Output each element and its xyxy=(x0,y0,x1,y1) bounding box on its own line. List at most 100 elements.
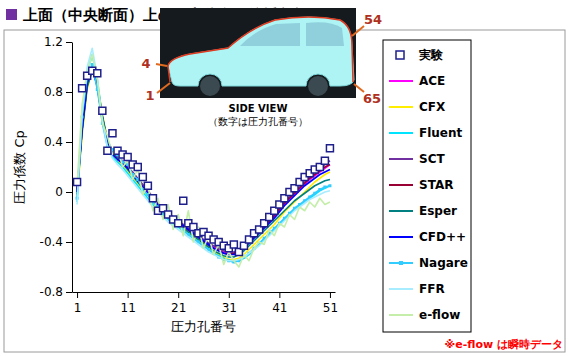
legend-label: Esper xyxy=(419,204,457,218)
car-wheel xyxy=(308,76,328,96)
marker xyxy=(144,182,151,189)
y-tick: -0.8 xyxy=(40,285,72,299)
marker xyxy=(124,154,131,161)
legend-swatch xyxy=(389,288,413,290)
car-window xyxy=(306,22,344,46)
marker xyxy=(139,174,146,181)
x-tick-label: 51 xyxy=(323,301,338,315)
marker xyxy=(180,197,187,204)
marker xyxy=(175,220,182,227)
legend-swatch xyxy=(389,184,413,186)
marker xyxy=(109,130,116,137)
legend-swatch xyxy=(389,262,413,264)
y-tick-mark xyxy=(66,192,72,193)
x-tick: 1 xyxy=(74,292,82,315)
x-tick-mark xyxy=(279,292,280,298)
legend-swatch xyxy=(396,51,404,59)
marker xyxy=(74,179,81,186)
y-tick-label: 1.2 xyxy=(44,35,63,49)
measure-line xyxy=(168,17,353,82)
legend-box xyxy=(383,40,471,332)
car-wheel xyxy=(200,76,220,96)
y-tick-label: -0.8 xyxy=(40,285,63,299)
y-tick: 0.4 xyxy=(44,135,72,149)
chart: 上面（中央断面）上の圧力分布（偏揺角無し）-0.8-0.400.40.81.21… xyxy=(0,0,569,356)
legend-label: FFR xyxy=(419,282,445,296)
x-tick-mark xyxy=(77,292,78,298)
y-tick-mark xyxy=(66,242,72,243)
x-tick-mark xyxy=(229,292,230,298)
x-tick-mark xyxy=(128,292,129,298)
car-body xyxy=(168,17,354,86)
x-axis-line xyxy=(73,292,336,293)
inset-background xyxy=(160,8,356,98)
y-tick-label: 0.4 xyxy=(44,135,63,149)
legend-swatch xyxy=(389,210,413,212)
annotation: SIDE VIEW xyxy=(229,103,288,114)
y-tick: -0.4 xyxy=(40,235,72,249)
annotation: 65 xyxy=(363,91,381,106)
marker xyxy=(326,145,333,152)
series-line xyxy=(77,71,330,257)
pointer xyxy=(157,83,170,93)
y-axis-line xyxy=(72,43,73,293)
car-window xyxy=(240,23,300,46)
marker xyxy=(104,147,111,154)
legend-swatch xyxy=(389,132,413,134)
y-tick: 1.2 xyxy=(44,35,72,49)
y-tick-label: 0.8 xyxy=(44,85,63,99)
legend-label: STAR xyxy=(419,178,453,192)
marker xyxy=(99,107,106,114)
legend-label: CFX xyxy=(419,100,446,114)
marker xyxy=(134,164,141,171)
y-tick: 0 xyxy=(55,185,72,199)
x-axis: 11121314151 xyxy=(73,292,339,315)
x-tick: 31 xyxy=(222,292,237,315)
y-tick: 0.8 xyxy=(44,85,72,99)
legend-label: e-flow xyxy=(419,308,460,322)
marker xyxy=(323,186,326,189)
inset xyxy=(156,8,364,98)
legend-swatch xyxy=(389,106,413,108)
legend-label: ACE xyxy=(419,74,445,88)
marker xyxy=(308,196,311,199)
y-tick-label: -0.4 xyxy=(40,235,63,249)
y-tick-mark xyxy=(66,142,72,143)
annotation: 4 xyxy=(141,56,150,71)
x-tick-label: 11 xyxy=(120,301,135,315)
legend-label: CFD++ xyxy=(419,230,466,244)
marker xyxy=(230,241,237,248)
marker xyxy=(94,70,101,77)
x-tick-label: 31 xyxy=(222,301,237,315)
annotation: 1 xyxy=(145,88,154,103)
x-tick-mark xyxy=(178,292,179,298)
legend-swatch xyxy=(389,80,413,82)
marker xyxy=(79,85,86,92)
legend: 実験ACECFXFluentSCTSTAREsperCFD++NagareFFR… xyxy=(383,40,471,332)
title-bullet xyxy=(6,9,17,20)
annotation: ※e-flow は瞬時データ xyxy=(445,338,563,351)
marker xyxy=(328,184,331,187)
annotation: （数字は圧力孔番号） xyxy=(208,116,308,127)
x-tick-label: 1 xyxy=(74,301,82,315)
legend-label: Nagare xyxy=(419,256,468,270)
legend-label: Fluent xyxy=(419,126,463,140)
x-axis-title: 圧力孔番号 xyxy=(171,319,236,334)
x-tick-label: 41 xyxy=(272,301,287,315)
marker xyxy=(149,195,156,202)
legend-swatch xyxy=(389,236,413,238)
x-tick: 41 xyxy=(272,292,287,315)
marker xyxy=(318,188,321,191)
legend-label: 実験 xyxy=(418,48,444,62)
annotation: 54 xyxy=(364,12,382,27)
pointer xyxy=(352,26,364,36)
y-axis: -0.8 -0.4 0 0.4 0.8 1.2 xyxy=(40,35,73,299)
y-tick-mark xyxy=(66,42,72,43)
x-tick: 51 xyxy=(323,292,338,315)
marker xyxy=(313,192,316,195)
legend-swatch xyxy=(389,158,413,160)
x-tick-label: 21 xyxy=(171,301,186,315)
pointer xyxy=(156,64,167,66)
y-tick-mark xyxy=(66,92,72,93)
y-tick-mark xyxy=(66,292,72,293)
